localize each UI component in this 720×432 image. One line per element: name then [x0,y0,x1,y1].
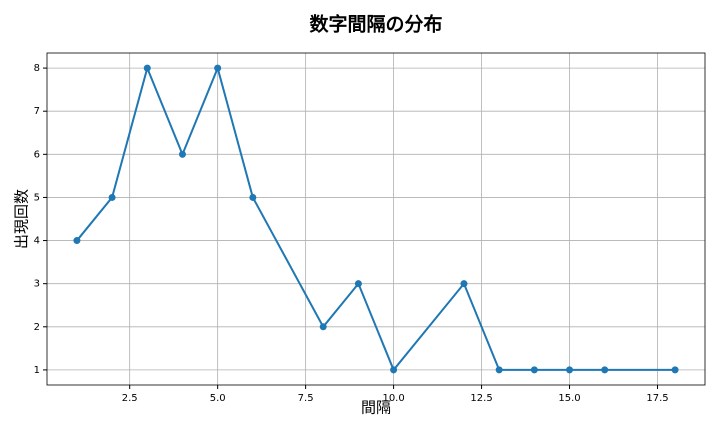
y-tick-label: 2 [34,322,40,333]
plot-frame [46,52,706,386]
x-tick-label: 17.5 [646,393,668,404]
x-tick-label: 15.0 [558,393,580,404]
y-tick-label: 4 [34,236,40,247]
x-tick-label: 5.0 [210,393,226,404]
y-tick-label: 3 [34,279,40,290]
data-point [73,237,81,245]
x-tick-label: 12.5 [470,393,492,404]
x-tick-label: 2.5 [122,393,138,404]
y-axis-label: 出現回数 [13,189,31,249]
data-point [108,193,116,201]
data-point [495,366,503,374]
chart-title: 数字間隔の分布 [309,13,442,36]
data-point [143,64,151,72]
y-tick-label: 5 [34,192,40,203]
data-point [601,366,609,374]
data-point [390,366,398,374]
x-tick-label: 10.0 [382,393,404,404]
data-point [460,280,468,288]
data-point [671,366,679,374]
data-line [76,64,676,372]
y-tick-label: 6 [34,149,40,160]
x-axis-label: 間隔 [361,399,391,417]
y-tick-label: 8 [34,63,40,74]
y-tick-label: 7 [34,106,40,117]
data-point [178,150,186,158]
x-tick-label: 7.5 [298,393,314,404]
data-point [566,366,574,374]
y-tick-label: 1 [34,365,40,376]
data-point [214,64,222,72]
data-point [249,193,257,201]
data-point [530,366,538,374]
data-point [354,280,362,288]
data-point [319,323,327,331]
